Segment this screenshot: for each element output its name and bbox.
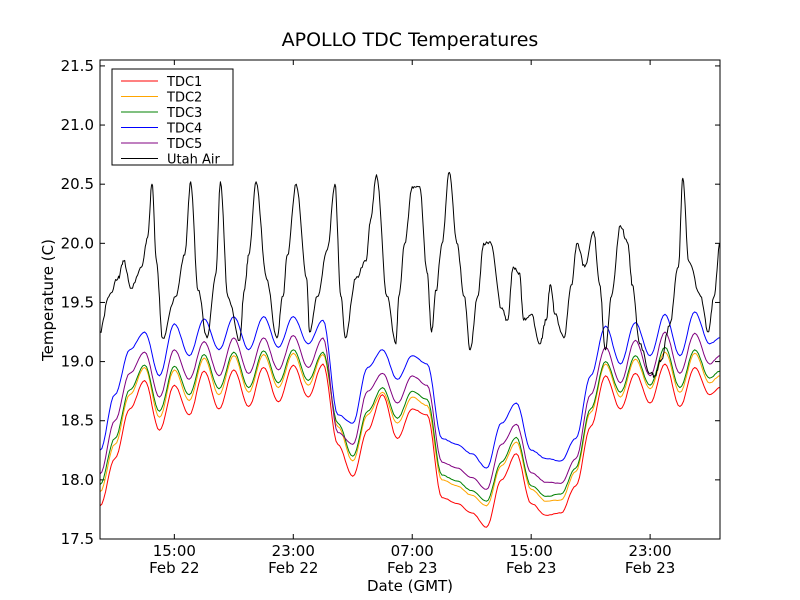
series-line-tdc3: [99, 346, 721, 502]
series-line-tdc1: [99, 363, 720, 528]
y-tick-label: 17.5: [61, 530, 94, 548]
plot-frame: [99, 59, 721, 540]
x-axis-label: Date (GMT): [367, 577, 453, 595]
series-line-tdc2: [99, 351, 721, 507]
series-line-utah-air: [99, 171, 721, 378]
x-tick-date-label: Feb 23: [506, 559, 556, 577]
y-tick-label: 21.0: [61, 116, 94, 134]
y-axis-label: Temperature (C): [39, 239, 57, 362]
x-tick-date-label: Feb 22: [149, 559, 199, 577]
series-line-tdc5: [99, 331, 721, 490]
chart-title: APOLLO TDC Temperatures: [282, 29, 539, 51]
legend-label: TDC3: [166, 106, 202, 121]
x-tick-date-label: Feb 23: [387, 559, 437, 577]
series-lines: [99, 171, 721, 528]
y-tick-label: 20.5: [61, 175, 94, 193]
y-axis-ticks: 17.5 18.0 18.5 19.0 19.5 20.0 20.5 21.0 21.5: [61, 57, 720, 548]
legend-label: TDC1: [166, 75, 202, 90]
y-tick-label: 19.5: [61, 293, 94, 311]
legend-label: TDC5: [166, 137, 202, 152]
x-tick-time-label: 15:00: [510, 542, 553, 560]
legend-label: Utah Air: [167, 153, 220, 168]
series-line-tdc4: [99, 311, 720, 469]
x-tick-time-label: 15:00: [153, 542, 196, 560]
y-tick-label: 21.5: [61, 57, 94, 75]
y-tick-label: 20.0: [61, 234, 94, 252]
x-tick-date-label: Feb 23: [625, 559, 675, 577]
x-tick-time-label: 23:00: [629, 542, 672, 560]
x-tick-time-label: 23:00: [272, 542, 315, 560]
x-tick-time-label: 07:00: [391, 542, 434, 560]
legend-label: TDC4: [166, 122, 202, 137]
legend-box: [111, 68, 234, 166]
y-tick-label: 18.5: [61, 412, 94, 430]
legend-label: TDC2: [166, 91, 202, 106]
x-tick-date-label: Feb 22: [268, 559, 318, 577]
y-tick-label: 18.0: [61, 471, 94, 489]
y-tick-label: 19.0: [61, 353, 94, 371]
